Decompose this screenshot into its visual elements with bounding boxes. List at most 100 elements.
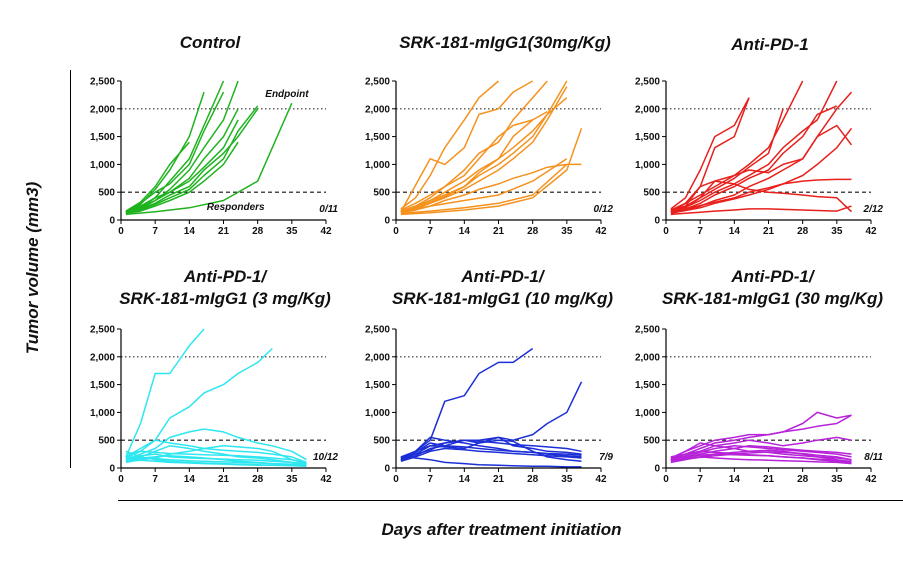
series-line-5 bbox=[400, 86, 568, 213]
y-tick-label: 1,000 bbox=[365, 408, 390, 419]
x-tick-label: 42 bbox=[865, 226, 877, 237]
x-tick-label: 7 bbox=[152, 474, 158, 485]
endpoint-label: Endpoint bbox=[265, 89, 309, 100]
series-line-1 bbox=[400, 80, 499, 210]
y-tick-label: 1,500 bbox=[90, 380, 115, 391]
responder-count: 8/11 bbox=[864, 452, 883, 463]
x-tick-label: 28 bbox=[252, 474, 264, 485]
panel-title-line1: Anti-PD-1/ bbox=[183, 267, 267, 286]
series-line-9 bbox=[125, 141, 239, 215]
x-tick-label: 42 bbox=[865, 474, 877, 485]
x-tick-label: 35 bbox=[831, 474, 843, 485]
figure-left-rule bbox=[70, 70, 71, 468]
series-line-4 bbox=[125, 80, 239, 215]
x-tick-label: 42 bbox=[595, 474, 607, 485]
y-tick-label: 2,500 bbox=[90, 325, 115, 336]
y-tick-label: 1,500 bbox=[635, 132, 660, 143]
series-line-1 bbox=[670, 97, 750, 210]
series-line-6 bbox=[400, 110, 548, 211]
series-line-9 bbox=[400, 439, 582, 463]
series-line-12 bbox=[400, 158, 568, 213]
panel-title-combo-10mg: Anti-PD-1/ SRK-181-mIgG1 (10 mg/Kg) bbox=[370, 266, 635, 310]
y-tick-label: 500 bbox=[98, 188, 115, 199]
y-tick-label: 0 bbox=[384, 464, 390, 475]
x-tick-label: 35 bbox=[286, 226, 298, 237]
series-line-1 bbox=[125, 91, 205, 213]
y-tick-label: 500 bbox=[373, 436, 390, 447]
series-line-9 bbox=[670, 178, 852, 213]
y-tick-label: 1,000 bbox=[365, 160, 390, 171]
series-line-8 bbox=[400, 119, 534, 213]
series-line-11 bbox=[670, 442, 852, 461]
series-line-11 bbox=[670, 205, 852, 216]
series-line-2 bbox=[670, 414, 852, 459]
x-tick-label: 42 bbox=[320, 226, 332, 237]
responder-count: 0/11 bbox=[319, 204, 338, 215]
series-line-8 bbox=[125, 119, 239, 213]
series-line-8 bbox=[670, 127, 853, 215]
panel-title-anti-pd1: Anti-PD-1 bbox=[731, 35, 809, 54]
series-line-11 bbox=[125, 445, 307, 465]
series-line-3 bbox=[125, 91, 225, 212]
y-tick-label: 2,000 bbox=[635, 352, 660, 363]
y-tick-label: 2,500 bbox=[365, 77, 390, 88]
series-line-10 bbox=[125, 445, 307, 464]
panel-title-srk181: SRK-181-mIgG1(30mg/Kg) bbox=[399, 33, 611, 52]
x-tick-label: 7 bbox=[427, 226, 433, 237]
series-line-5 bbox=[400, 445, 582, 461]
series-line-1 bbox=[125, 328, 205, 458]
y-tick-label: 500 bbox=[643, 436, 660, 447]
x-tick-label: 35 bbox=[561, 226, 573, 237]
series-line-4 bbox=[670, 445, 852, 461]
figure-bottom-rule bbox=[118, 500, 903, 501]
x-tick-label: 28 bbox=[527, 226, 539, 237]
series-line-10 bbox=[670, 453, 852, 463]
chart-anti-pd1: 0 500 1,000 1,500 2,000 2,500 0 7 14 21 28 35 42 2/12 bbox=[635, 77, 883, 238]
y-axis-label-text: Tumor volume (mm3) bbox=[23, 181, 42, 355]
x-tick-label: 0 bbox=[663, 226, 669, 237]
y-tick-label: 2,000 bbox=[90, 104, 115, 115]
chart-combo-3mg: 0 500 1,000 1,500 2,000 2,500 0 7 14 21 28 35 42 10/1… bbox=[90, 325, 338, 486]
series-line-4 bbox=[400, 436, 582, 460]
series-line-3 bbox=[125, 428, 307, 461]
y-tick-label: 2,000 bbox=[365, 104, 390, 115]
panel-title-combo-3mg: Anti-PD-1/ SRK-181-mIgG1 (3 mg/Kg) bbox=[95, 266, 355, 310]
x-tick-label: 7 bbox=[697, 474, 703, 485]
x-tick-label: 42 bbox=[320, 474, 332, 485]
x-axis-label: Days after treatment initiation bbox=[381, 520, 622, 539]
series-line-9 bbox=[670, 456, 852, 465]
x-tick-label: 35 bbox=[286, 474, 298, 485]
x-tick-label: 35 bbox=[831, 226, 843, 237]
x-tick-label: 21 bbox=[218, 226, 230, 237]
x-tick-label: 7 bbox=[697, 226, 703, 237]
x-tick-label: 14 bbox=[184, 474, 196, 485]
x-tick-label: 21 bbox=[763, 226, 775, 237]
y-tick-label: 2,000 bbox=[635, 104, 660, 115]
x-tick-label: 21 bbox=[763, 474, 775, 485]
series-line-10 bbox=[125, 102, 293, 216]
x-tick-label: 14 bbox=[459, 226, 471, 237]
panel-title-line1: Anti-PD-1/ bbox=[461, 267, 544, 286]
series-line-12 bbox=[125, 455, 307, 467]
series-line-7 bbox=[670, 91, 853, 214]
series-line-6 bbox=[670, 105, 838, 213]
x-tick-label: 42 bbox=[595, 226, 607, 237]
series-line-3 bbox=[400, 436, 582, 459]
x-tick-label: 21 bbox=[218, 474, 230, 485]
x-tick-label: 7 bbox=[427, 474, 433, 485]
x-tick-label: 28 bbox=[252, 226, 264, 237]
y-tick-label: 0 bbox=[109, 464, 115, 475]
series-line-7 bbox=[400, 97, 568, 212]
chart-combo-30mg: 0 500 1,000 1,500 2,000 2,500 0 7 14 21 28 35 42 8/11 bbox=[635, 325, 883, 486]
y-tick-label: 2,500 bbox=[635, 325, 660, 336]
y-tick-label: 1,500 bbox=[365, 380, 390, 391]
series-line-1 bbox=[670, 411, 852, 461]
series-line-8 bbox=[400, 456, 582, 468]
responder-count: 7/9 bbox=[599, 452, 613, 463]
x-tick-label: 0 bbox=[118, 474, 124, 485]
responder-count: 0/12 bbox=[594, 204, 614, 215]
x-tick-label: 0 bbox=[663, 474, 669, 485]
series-line-4 bbox=[670, 108, 784, 212]
y-tick-label: 2,000 bbox=[365, 352, 390, 363]
